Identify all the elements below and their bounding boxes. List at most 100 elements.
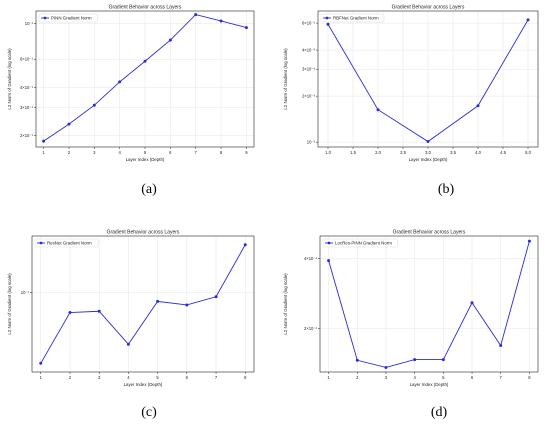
data-point	[92, 103, 96, 107]
series-line	[328, 241, 530, 368]
x-tick-label: 5	[156, 375, 159, 380]
data-point	[214, 295, 218, 299]
x-tick-label: 4	[118, 150, 121, 155]
legend-marker	[325, 16, 329, 20]
data-point	[499, 344, 503, 348]
data-point	[413, 358, 417, 362]
x-tick-label: 6	[471, 375, 474, 380]
data-point	[355, 358, 359, 362]
x-tick-label: 8	[528, 375, 531, 380]
y-tick-label: 6×10⁻³	[302, 21, 316, 26]
x-tick-label: 8	[244, 375, 247, 380]
x-tick-label: 1	[40, 375, 43, 380]
legend-box	[34, 238, 99, 248]
y-tick-label: 2×10⁻³	[302, 94, 316, 99]
data-point	[156, 299, 160, 303]
data-point	[67, 122, 71, 126]
data-point	[384, 365, 388, 369]
chart-panel-0: Gradient Behavior across Layers 1 2 3 4 5 6 7 8 9…	[7, 5, 255, 162]
data-point	[143, 59, 147, 63]
y-axis-label: L2 Norm of Gradient (log scale)	[283, 48, 288, 110]
x-tick-label: 3	[93, 150, 96, 155]
x-tick-label: 6	[169, 150, 172, 155]
y-tick-label: 2×10⁻²	[304, 326, 318, 331]
x-tick-label: 7	[500, 375, 503, 380]
chart-panel-3: Gradient Behavior across Layers 1 2 3 4 5 6 7 8 2…	[283, 230, 539, 387]
data-point	[476, 104, 480, 108]
data-point	[526, 18, 530, 22]
x-tick-label: 9	[245, 150, 248, 155]
legend-marker	[43, 16, 47, 20]
x-tick-label: 6	[186, 375, 189, 380]
chart-panel-1: Gradient Behavior across Layers 1.0 1.5 2.0…	[283, 5, 539, 162]
y-axis-label: L2 Norm of Gradient (log scale)	[7, 273, 12, 335]
legend-box	[38, 13, 98, 23]
series-line	[40, 244, 246, 364]
x-tick-label: 3	[98, 375, 101, 380]
y-tick-label: 6×10⁻¹	[20, 57, 34, 62]
data-point	[426, 140, 430, 144]
legend-label: PINN Gradient Norm	[51, 16, 92, 21]
data-point	[441, 358, 445, 362]
x-tick-label: 2	[69, 375, 72, 380]
y-tick-label: 4×10⁻¹	[20, 85, 34, 90]
y-tick-label: 10⁻¹	[25, 21, 34, 26]
x-tick-label: 5.0	[525, 150, 531, 155]
x-tick-label: 4	[413, 375, 416, 380]
x-tick-label: 7	[215, 375, 218, 380]
x-tick-label: 4.0	[475, 150, 481, 155]
y-tick-label: 2×10⁻¹	[20, 133, 34, 138]
y-tick-label: 4×10⁻²	[304, 256, 318, 261]
data-point	[327, 259, 331, 263]
x-axis-label: Layer Index (Depth)	[126, 157, 165, 162]
x-axis-label: Layer Index (Depth)	[410, 382, 449, 387]
legend-marker	[327, 241, 331, 245]
x-tick-label: 3.5	[450, 150, 456, 155]
data-point	[470, 301, 474, 305]
legend-label: LocRes-PINN Gradient Norm	[335, 241, 392, 246]
data-point	[244, 26, 248, 30]
plot-frame	[31, 235, 255, 373]
data-point	[326, 22, 330, 26]
y-tick-label: 4×10⁻³	[302, 48, 316, 53]
x-tick-label: 1	[327, 375, 330, 380]
data-point	[527, 239, 531, 243]
data-point	[243, 243, 247, 247]
x-tick-label: 7	[195, 150, 198, 155]
x-tick-label: 2.0	[375, 150, 381, 155]
data-point	[42, 139, 46, 143]
data-point	[185, 303, 189, 307]
legend-label: ResNet Gradient Norm	[47, 241, 92, 246]
data-point	[194, 13, 198, 17]
chart-title: Gradient Behavior across Layers	[393, 230, 466, 236]
data-point	[97, 309, 101, 313]
legend-label: RBFNet Gradient Norm	[333, 16, 379, 21]
legend-marker	[39, 241, 43, 245]
x-tick-label: 1	[42, 150, 45, 155]
panel-label-a: (a)	[141, 182, 157, 197]
y-axis-label: L2 Norm of Gradient (log scale)	[7, 48, 12, 110]
data-point	[118, 80, 122, 84]
legend-box	[320, 13, 385, 23]
y-tick-label: 3×10⁻³	[302, 67, 316, 72]
x-tick-label: 1.0	[325, 150, 331, 155]
panel-label-d: (d)	[431, 405, 448, 420]
x-tick-label: 5	[144, 150, 147, 155]
x-axis-label: Layer Index (Depth)	[409, 157, 448, 162]
plot-frame	[319, 235, 539, 373]
y-tick-label: 10⁻³	[307, 140, 316, 145]
x-tick-label: 2	[68, 150, 71, 155]
data-point	[376, 108, 380, 112]
data-point	[168, 38, 172, 42]
data-point	[126, 342, 130, 346]
x-tick-label: 2.5	[400, 150, 406, 155]
chart-title: Gradient Behavior across Layers	[107, 230, 180, 236]
panel-label-c: (c)	[141, 405, 157, 420]
x-tick-label: 1.5	[350, 150, 356, 155]
legend-box	[322, 238, 398, 248]
y-tick-label: 3×10⁻¹	[20, 105, 34, 110]
x-tick-label: 4.5	[500, 150, 506, 155]
x-tick-label: 4	[127, 375, 130, 380]
x-axis-label: Layer Index (Depth)	[124, 382, 163, 387]
